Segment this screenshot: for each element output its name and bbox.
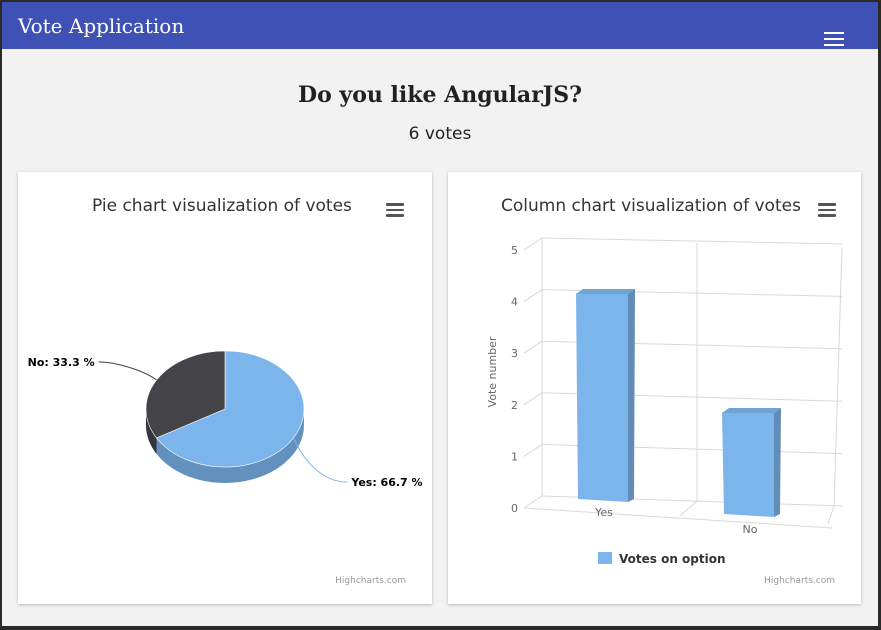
pie-chart-card: Pie chart visualization of votes Yes: 66… <box>18 172 432 604</box>
pie-chart-title: Pie chart visualization of votes <box>92 196 352 216</box>
side-gridline <box>523 289 543 303</box>
pie-slice-yes[interactable] <box>156 350 305 468</box>
back-wall-right <box>833 247 843 507</box>
pie-slice-no[interactable] <box>145 350 226 439</box>
column-top-yes <box>576 289 635 294</box>
floor-front-edge <box>523 507 833 529</box>
y-gridline <box>541 237 843 245</box>
vote-count: 6 votes <box>408 124 472 144</box>
pie-side-yes <box>156 409 304 483</box>
x-tick-label: Yes <box>594 506 613 519</box>
hamburger-menu-icon[interactable] <box>824 32 844 46</box>
app-bar: Vote Application <box>2 2 878 49</box>
pie-chart-menu-icon[interactable] <box>386 203 404 217</box>
y-tick-label: 3 <box>511 347 518 360</box>
pie-label-no: No: 33.3 % <box>28 356 95 369</box>
app-title: Vote Application <box>18 14 185 38</box>
legend-swatch[interactable] <box>598 552 612 564</box>
column-bar-yes[interactable] <box>576 294 628 502</box>
y-tick-label: 0 <box>511 502 518 515</box>
column-chart-menu-icon[interactable] <box>818 203 836 217</box>
column-bar-no[interactable] <box>722 413 774 517</box>
side-gridline <box>523 495 543 509</box>
side-gridline <box>523 340 543 354</box>
pie-chart: Yes: 66.7 % No: 33.3 % <box>28 350 423 489</box>
pie-label-yes: Yes: 66.7 % <box>350 476 422 489</box>
legend-label[interactable]: Votes on option <box>619 552 726 566</box>
floor-divider <box>679 500 698 517</box>
side-gridline <box>523 392 543 406</box>
pie-connector-yes <box>292 437 348 483</box>
column-side-yes <box>628 289 635 502</box>
pie-side-no <box>146 410 157 454</box>
column-chart-credits[interactable]: Highcharts.com <box>764 576 835 586</box>
y-tick-label: 1 <box>511 450 518 463</box>
pie-connector-no <box>98 361 157 381</box>
column-top-no <box>722 408 781 413</box>
x-tick-label: No <box>743 523 758 536</box>
column-chart-title: Column chart visualization of votes <box>501 196 801 216</box>
y-tick-label: 2 <box>511 399 518 412</box>
column-chart: 0 1 2 3 4 5 Vote number Yes No Votes on option <box>486 237 843 566</box>
side-gridline <box>523 443 543 457</box>
column-chart-card: Column chart visualization of votes 0 1 2 3… <box>448 172 861 604</box>
floor-right-edge <box>827 505 835 525</box>
y-tick-label: 4 <box>511 296 518 309</box>
y-tick-label: 5 <box>511 244 518 257</box>
y-axis-title: Vote number <box>486 336 499 407</box>
side-gridline <box>523 237 543 251</box>
column-side-no <box>774 408 781 517</box>
poll-question: Do you like AngularJS? <box>298 82 582 108</box>
pie-chart-credits[interactable]: Highcharts.com <box>335 576 406 586</box>
